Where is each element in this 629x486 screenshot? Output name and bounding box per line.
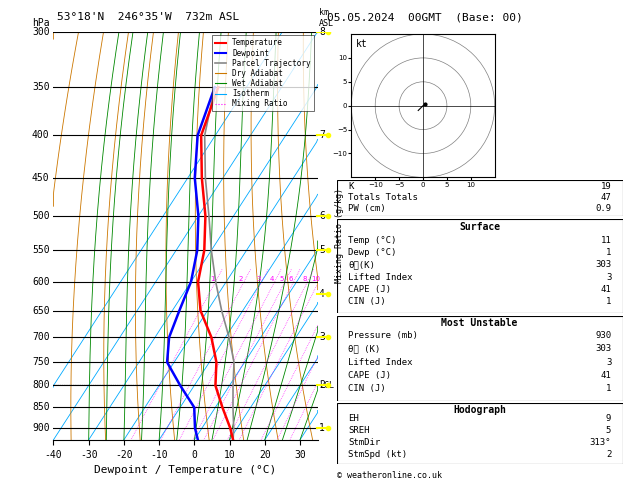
Text: 3: 3	[256, 276, 261, 281]
Text: CAPE (J): CAPE (J)	[348, 285, 391, 294]
Text: 6: 6	[288, 276, 292, 281]
Text: kt: kt	[356, 39, 368, 49]
Text: CIN (J): CIN (J)	[348, 297, 386, 306]
Text: 7: 7	[319, 130, 325, 140]
Text: CAPE (J): CAPE (J)	[348, 371, 391, 380]
Text: CIN (J): CIN (J)	[348, 384, 386, 393]
Text: 313°: 313°	[590, 438, 611, 447]
Text: 10: 10	[311, 276, 320, 281]
Text: 400: 400	[32, 130, 50, 140]
Text: 19: 19	[601, 182, 611, 191]
Text: SREH: SREH	[348, 426, 369, 435]
Text: 1: 1	[319, 423, 325, 433]
Text: 303: 303	[595, 260, 611, 269]
Text: Surface: Surface	[459, 222, 500, 231]
Text: Dewp (°C): Dewp (°C)	[348, 248, 396, 257]
Text: 900: 900	[32, 423, 50, 433]
Text: 1: 1	[606, 384, 611, 393]
Text: 2: 2	[238, 276, 243, 281]
Legend: Temperature, Dewpoint, Parcel Trajectory, Dry Adiabat, Wet Adiabat, Isotherm, Mi: Temperature, Dewpoint, Parcel Trajectory…	[211, 35, 314, 111]
Text: 750: 750	[32, 357, 50, 367]
Text: Hodograph: Hodograph	[453, 405, 506, 415]
Text: 8: 8	[303, 276, 307, 281]
Text: © weatheronline.co.uk: © weatheronline.co.uk	[337, 471, 442, 480]
Text: 0.9: 0.9	[595, 204, 611, 213]
Text: 300: 300	[32, 27, 50, 36]
Text: StmDir: StmDir	[348, 438, 380, 447]
Text: Pressure (mb): Pressure (mb)	[348, 331, 418, 340]
Text: 41: 41	[601, 285, 611, 294]
Text: 11: 11	[601, 236, 611, 245]
Text: 930: 930	[595, 331, 611, 340]
Text: 3: 3	[319, 332, 325, 342]
Text: Temp (°C): Temp (°C)	[348, 236, 396, 245]
Text: θᴇ (K): θᴇ (K)	[348, 345, 380, 353]
Text: 2: 2	[606, 450, 611, 459]
Text: 1: 1	[606, 248, 611, 257]
Text: 600: 600	[32, 277, 50, 287]
Text: 5: 5	[606, 426, 611, 435]
Text: StmSpd (kt): StmSpd (kt)	[348, 450, 407, 459]
Text: PW (cm): PW (cm)	[348, 204, 386, 213]
Text: 3: 3	[606, 273, 611, 282]
Text: 700: 700	[32, 332, 50, 342]
Text: 5: 5	[319, 245, 325, 255]
Text: Most Unstable: Most Unstable	[442, 318, 518, 329]
Text: 450: 450	[32, 173, 50, 183]
Text: Lifted Index: Lifted Index	[348, 358, 413, 367]
Text: Lifted Index: Lifted Index	[348, 273, 413, 282]
Text: 05.05.2024  00GMT  (Base: 00): 05.05.2024 00GMT (Base: 00)	[327, 12, 523, 22]
Text: 2: 2	[319, 381, 325, 390]
Text: LCL: LCL	[319, 381, 334, 390]
Text: 9: 9	[606, 414, 611, 423]
Text: 303: 303	[595, 345, 611, 353]
X-axis label: Dewpoint / Temperature (°C): Dewpoint / Temperature (°C)	[94, 465, 277, 475]
Text: 350: 350	[32, 82, 50, 92]
Text: 1: 1	[606, 297, 611, 306]
Text: 47: 47	[601, 193, 611, 202]
Text: 650: 650	[32, 306, 50, 315]
Text: 500: 500	[32, 211, 50, 221]
Text: hPa: hPa	[32, 17, 50, 28]
Text: 53°18'N  246°35'W  732m ASL: 53°18'N 246°35'W 732m ASL	[57, 12, 239, 22]
Text: K: K	[348, 182, 353, 191]
Text: 850: 850	[32, 402, 50, 413]
Text: 4: 4	[319, 289, 325, 298]
Text: 41: 41	[601, 371, 611, 380]
Text: Totals Totals: Totals Totals	[348, 193, 418, 202]
Text: km
ASL: km ASL	[319, 8, 334, 28]
Text: 4: 4	[269, 276, 274, 281]
Text: 6: 6	[319, 211, 325, 221]
Text: EH: EH	[348, 414, 359, 423]
Text: 800: 800	[32, 381, 50, 390]
Text: Mixing Ratio (g/kg): Mixing Ratio (g/kg)	[335, 188, 344, 283]
Text: 550: 550	[32, 245, 50, 255]
Text: 8: 8	[319, 27, 325, 36]
Text: 1: 1	[210, 276, 214, 281]
Text: 5: 5	[280, 276, 284, 281]
Text: θᴇ(K): θᴇ(K)	[348, 260, 375, 269]
Text: 3: 3	[606, 358, 611, 367]
